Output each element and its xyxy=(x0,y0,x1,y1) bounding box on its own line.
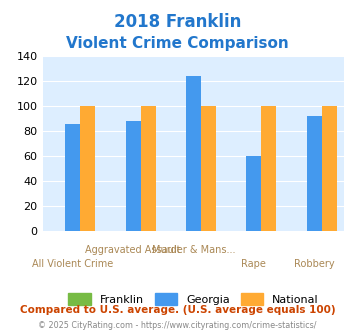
Bar xyxy=(80,106,95,231)
Bar xyxy=(201,106,216,231)
Bar xyxy=(65,123,80,231)
Text: Robbery: Robbery xyxy=(294,259,334,269)
Text: Compared to U.S. average. (U.S. average equals 100): Compared to U.S. average. (U.S. average … xyxy=(20,305,335,315)
Text: Violent Crime Comparison: Violent Crime Comparison xyxy=(66,36,289,51)
Text: Rape: Rape xyxy=(241,259,266,269)
Legend: Franklin, Georgia, National: Franklin, Georgia, National xyxy=(64,289,323,309)
Text: Murder & Mans...: Murder & Mans... xyxy=(152,245,235,255)
Text: © 2025 CityRating.com - https://www.cityrating.com/crime-statistics/: © 2025 CityRating.com - https://www.city… xyxy=(38,321,317,330)
Bar xyxy=(322,106,337,231)
Bar xyxy=(186,76,201,231)
Bar xyxy=(307,116,322,231)
Text: All Violent Crime: All Violent Crime xyxy=(32,259,113,269)
Bar xyxy=(126,121,141,231)
Bar xyxy=(141,106,156,231)
Bar xyxy=(261,106,277,231)
Text: 2018 Franklin: 2018 Franklin xyxy=(114,13,241,31)
Bar xyxy=(246,156,261,231)
Text: Aggravated Assault: Aggravated Assault xyxy=(85,245,181,255)
